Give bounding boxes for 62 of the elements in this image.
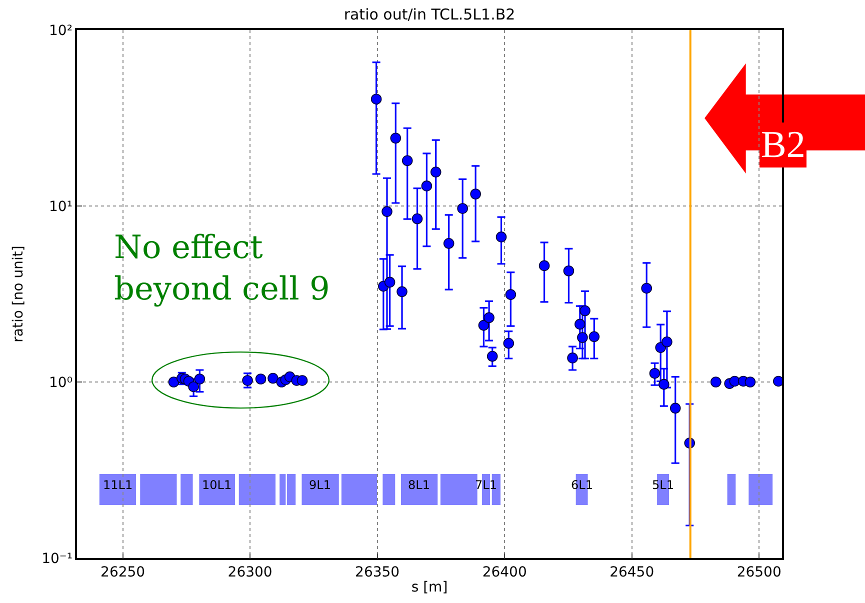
annotation: B2 xyxy=(761,124,806,166)
point xyxy=(457,203,468,214)
x-tick-label: 26450 xyxy=(610,564,654,581)
point xyxy=(242,375,253,386)
band-label: 6L1 xyxy=(571,478,593,492)
point xyxy=(577,332,588,343)
point xyxy=(382,206,392,217)
point xyxy=(384,276,396,288)
point xyxy=(396,286,408,298)
point xyxy=(538,260,550,272)
point xyxy=(670,402,681,414)
band-label: 5L1 xyxy=(652,478,674,492)
point xyxy=(421,180,432,192)
y-axis-title: ratio [no unit] xyxy=(10,246,27,342)
point xyxy=(484,312,494,324)
point xyxy=(470,188,481,200)
point xyxy=(486,350,498,362)
y-tick-label: 10⁰ xyxy=(49,374,73,391)
point xyxy=(744,376,756,388)
point xyxy=(194,374,206,384)
point xyxy=(567,352,578,364)
point xyxy=(574,318,586,330)
point xyxy=(478,320,490,331)
point xyxy=(710,376,722,388)
band-label: 7L1 xyxy=(475,478,497,492)
point xyxy=(188,381,199,392)
point xyxy=(588,331,600,342)
point xyxy=(402,155,413,166)
point xyxy=(580,305,590,316)
point xyxy=(496,232,507,242)
y-tick-label: 10² xyxy=(49,22,72,39)
point xyxy=(412,213,423,224)
band-label: 11L1 xyxy=(103,478,133,492)
point xyxy=(505,289,516,300)
y-tick-label: 10¹ xyxy=(49,198,72,215)
point xyxy=(390,132,402,144)
chart-title: ratio out/in TCL.5L1.B2 xyxy=(344,6,516,24)
band-label: 8L1 xyxy=(408,478,430,492)
x-axis-title: s [m] xyxy=(411,579,448,596)
point xyxy=(255,374,266,384)
point xyxy=(443,238,454,249)
point xyxy=(168,376,180,388)
band-label: 10L1 xyxy=(202,478,232,492)
x-tick-label: 26500 xyxy=(736,564,782,581)
x-tick-label: 26250 xyxy=(100,564,146,581)
point xyxy=(268,372,278,384)
x-tick-label: 26300 xyxy=(228,564,272,581)
x-tick-label: 26400 xyxy=(482,564,527,581)
point xyxy=(729,376,740,387)
x-tick-label: 26350 xyxy=(355,564,400,581)
point xyxy=(563,265,574,276)
point xyxy=(503,338,514,349)
y-tick-label: 10⁻¹ xyxy=(42,550,72,567)
point xyxy=(662,336,672,348)
point xyxy=(370,94,382,104)
point xyxy=(430,166,442,178)
point xyxy=(296,375,308,386)
point xyxy=(658,378,670,390)
point xyxy=(641,282,652,294)
point xyxy=(649,368,660,379)
annotation: No effect beyond cell 9 xyxy=(114,228,330,308)
band-label: 9L1 xyxy=(309,478,331,492)
